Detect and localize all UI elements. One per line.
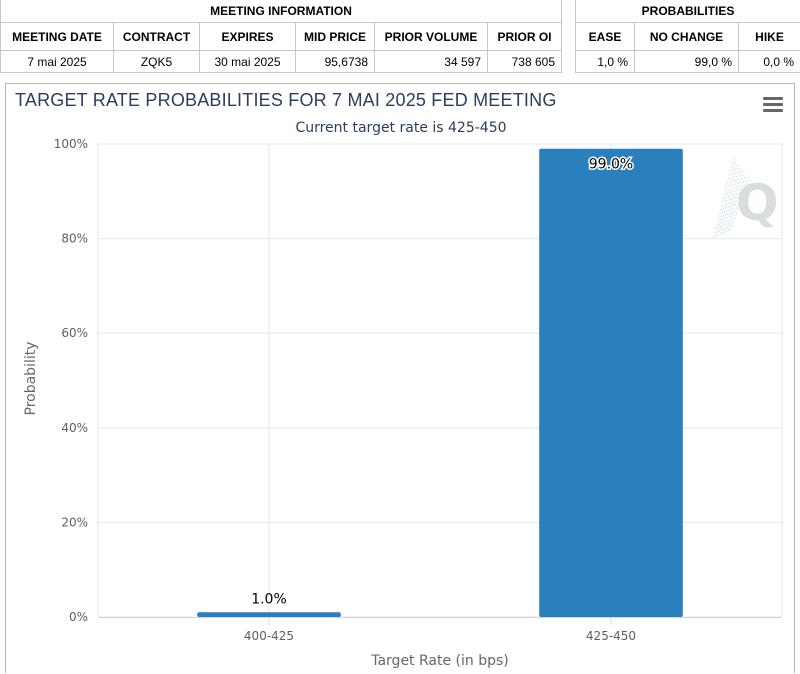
cell-hike: 0,0 %	[739, 51, 800, 73]
cell-expires: 30 mai 2025	[200, 51, 296, 73]
data-label: 99.0%	[589, 157, 633, 173]
table-row: 1,0 % 99,0 % 0,0 %	[576, 51, 800, 73]
cell-no-change: 99,0 %	[635, 51, 739, 73]
column-header-contract: CONTRACT	[114, 23, 200, 51]
cme-watermark-logo: Q	[714, 156, 779, 238]
chart-title: TARGET RATE PROBABILITIES FOR 7 MAI 2025…	[15, 90, 557, 111]
data-label: 1.0%	[251, 591, 287, 607]
x-axis-title: Target Rate (in bps)	[370, 653, 509, 669]
bar-chart: Q 1.0% 99.0% 0% 20% 40% 60% 80% 100% 400-425 425…	[6, 84, 796, 674]
y-tick-label: 20%	[61, 515, 88, 529]
table-row: 7 mai 2025 ZQK5 30 mai 2025 95,6738 34 5…	[1, 51, 562, 73]
hamburger-menu-icon-bar	[763, 109, 783, 112]
y-tick-label: 100%	[54, 137, 88, 151]
column-header-hike: HIKE	[739, 23, 800, 51]
column-header-no-change: NO CHANGE	[635, 23, 739, 51]
chart-menu-button[interactable]	[763, 97, 783, 113]
x-tick-label: 400-425	[244, 629, 294, 643]
hamburger-menu-icon-bar	[763, 103, 783, 106]
cell-mid-price: 95,6738	[296, 51, 375, 73]
y-axis-title: Probability	[23, 341, 39, 415]
bar-425-450	[539, 149, 683, 617]
cell-contract: ZQK5	[114, 51, 200, 73]
cell-prior-volume: 34 597	[375, 51, 488, 73]
watermark-letter: Q	[736, 174, 779, 232]
chart-panel: Q 1.0% 99.0% 0% 20% 40% 60% 80% 100% 400-425 425…	[5, 83, 795, 673]
hamburger-menu-icon	[763, 97, 783, 100]
column-header-mid-price: MID PRICE	[296, 23, 375, 51]
y-tick-label: 40%	[61, 421, 88, 435]
column-header-prior-volume: PRIOR VOLUME	[375, 23, 488, 51]
meeting-information-header: MEETING INFORMATION	[1, 0, 562, 23]
probabilities-header: PROBABILITIES	[576, 0, 800, 23]
meeting-information-table: MEETING INFORMATION MEETING DATE CONTRAC…	[0, 0, 562, 73]
column-header-ease: EASE	[576, 23, 635, 51]
watermark-streak	[718, 162, 738, 236]
x-tick-label: 425-450	[586, 629, 636, 643]
y-tick-label: 60%	[61, 326, 88, 340]
column-header-expires: EXPIRES	[200, 23, 296, 51]
cell-meeting-date: 7 mai 2025	[1, 51, 114, 73]
probabilities-table: PROBABILITIES EASE NO CHANGE HIKE 1,0 % …	[575, 0, 800, 73]
cell-prior-oi: 738 605	[488, 51, 562, 73]
y-tick-label: 0%	[69, 610, 88, 624]
column-header-meeting-date: MEETING DATE	[1, 23, 114, 51]
y-tick-label: 80%	[61, 232, 88, 246]
chart-subtitle: Current target rate is 425-450	[6, 120, 796, 136]
bar-400-425	[197, 612, 341, 617]
cell-ease: 1,0 %	[576, 51, 635, 73]
column-header-prior-oi: PRIOR OI	[488, 23, 562, 51]
